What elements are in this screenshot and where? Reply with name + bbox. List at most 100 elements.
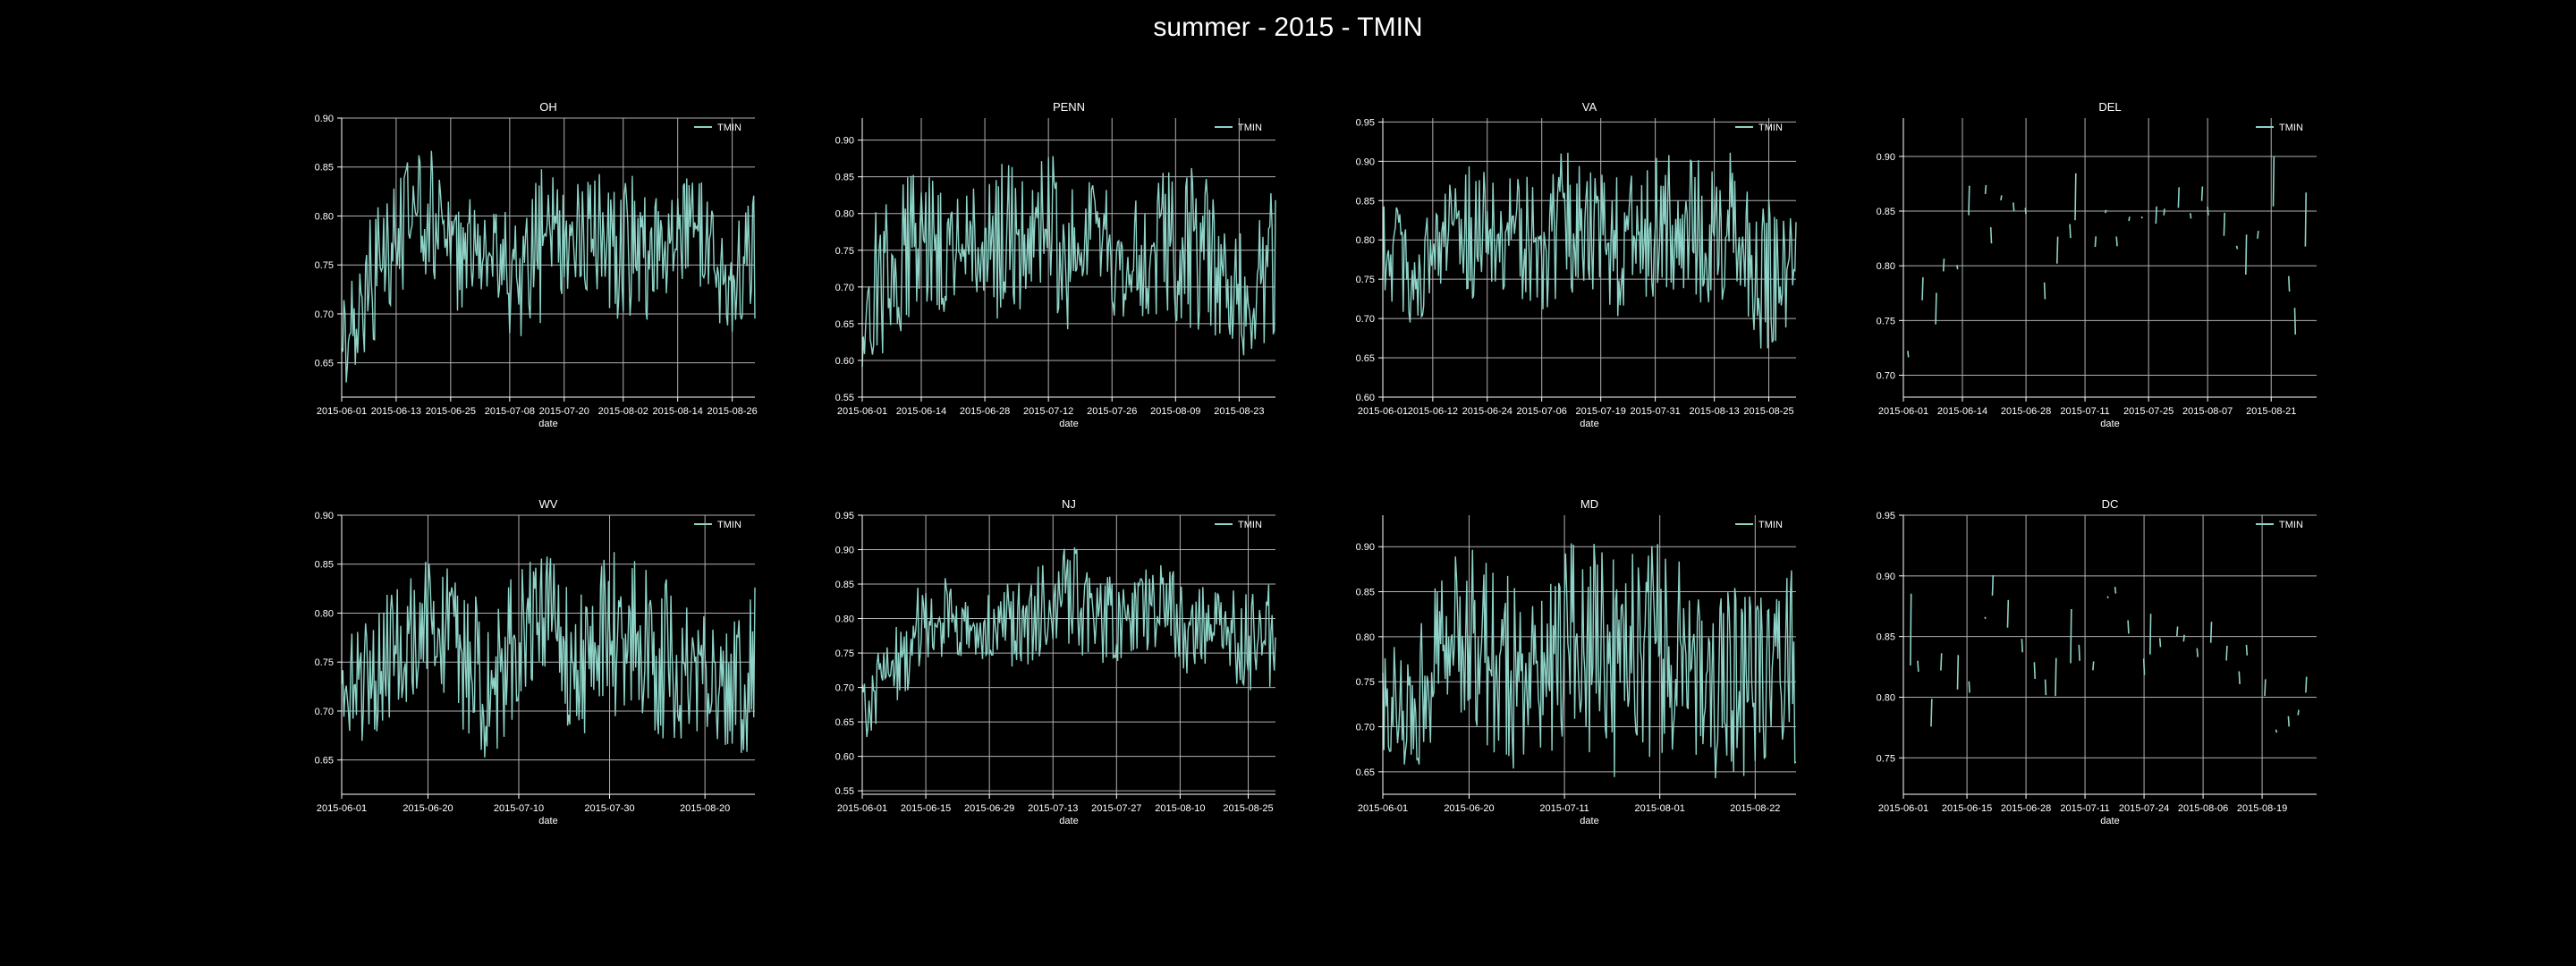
x-tick-label: 2015-07-13 (1028, 803, 1078, 814)
x-tick-label: 2015-07-19 (1576, 406, 1626, 417)
x-axis-label: date (2100, 419, 2119, 429)
y-tick-label: 0.80 (315, 211, 334, 222)
panel-oh: 0.65 0.70 0.75 0.80 0.85 0.90 2015-06-01 2015-0… (315, 100, 758, 429)
y-tick-label: 0.75 (1356, 677, 1375, 688)
panel-title: WV (539, 497, 558, 511)
panel-va: 0.60 0.65 0.70 0.75 0.80 0.85 0.90 0.95 2015-06-… (1356, 100, 1797, 429)
x-tick-label: 2015-06-20 (402, 803, 453, 814)
panel-title: DC (2102, 497, 2119, 511)
y-tick-label: 0.90 (835, 546, 854, 556)
y-tick-label: 0.75 (835, 246, 854, 257)
legend-label: TMIN (717, 123, 741, 133)
series-line-tmin (1910, 575, 2308, 733)
series-line-tmin (341, 150, 756, 383)
y-tick-label: 0.70 (315, 309, 334, 320)
x-tick-label: 2015-08-14 (653, 406, 703, 417)
x-tick-label: 2015-06-14 (896, 406, 946, 417)
legend: TMIN (1215, 520, 1262, 530)
y-tick-label: 0.80 (1877, 692, 1895, 703)
y-tick-label: 0.60 (1356, 393, 1375, 403)
y-tick-label: 0.60 (835, 752, 854, 763)
y-tick-label: 0.55 (835, 393, 854, 403)
panel-title: OH (539, 100, 557, 114)
x-tick-label: 2015-06-01 (317, 803, 367, 814)
x-axis-label: date (538, 419, 557, 429)
y-tick-label: 0.95 (1356, 117, 1375, 128)
x-tick-label: 2015-07-10 (494, 803, 544, 814)
x-tick-label: 2015-06-28 (2001, 803, 2051, 814)
x-tick-label: 2015-07-31 (1630, 406, 1680, 417)
x-tick-label: 2015-06-28 (2001, 406, 2051, 417)
legend-label: TMIN (1758, 520, 1783, 530)
y-tick-label: 0.90 (1356, 542, 1375, 553)
x-tick-label: 2015-08-25 (1743, 406, 1793, 417)
panel-title: MD (1580, 497, 1598, 511)
y-tick-label: 0.75 (315, 260, 334, 271)
y-tick-label: 0.85 (1877, 207, 1895, 217)
figure-title: summer - 2015 - TMIN (1153, 13, 1423, 42)
y-tick-label: 0.70 (1877, 371, 1895, 382)
x-tick-label: 2015-06-25 (426, 406, 476, 417)
x-tick-label: 2015-07-08 (485, 406, 535, 417)
y-tick-label: 0.75 (835, 648, 854, 659)
legend: TMIN (1735, 123, 1783, 133)
x-tick-label: 2015-07-20 (539, 406, 589, 417)
y-tick-label: 0.85 (1356, 196, 1375, 207)
panel-wv: 0.65 0.70 0.75 0.80 0.85 0.90 2015-06-01 2015-0… (315, 497, 756, 826)
y-tick-label: 0.70 (835, 283, 854, 293)
panel-title: NJ (1062, 497, 1076, 511)
y-tick-label: 0.75 (1356, 275, 1375, 285)
y-tick-label: 0.80 (1877, 261, 1895, 272)
y-tick-label: 0.85 (835, 173, 854, 183)
y-tick-label: 0.70 (1356, 723, 1375, 733)
x-tick-label: 2015-07-27 (1091, 803, 1141, 814)
panel-title: DEL (2098, 100, 2121, 114)
x-tick-label: 2015-06-15 (1942, 803, 1992, 814)
series-line-tmin (861, 156, 1276, 368)
legend-label: TMIN (2279, 520, 2303, 530)
x-tick-label: 2015-07-11 (2060, 406, 2109, 417)
y-tick-label: 0.85 (1877, 632, 1895, 643)
y-tick-label: 0.90 (315, 114, 334, 124)
x-tick-label: 2015-06-20 (1444, 803, 1494, 814)
x-tick-label: 2015-06-12 (1408, 406, 1458, 417)
y-tick-label: 0.65 (1356, 353, 1375, 364)
x-axis-label: date (538, 816, 557, 826)
x-tick-label: 2015-06-29 (964, 803, 1014, 814)
legend-label: TMIN (1238, 520, 1262, 530)
x-tick-label: 2015-06-01 (837, 803, 887, 814)
x-tick-label: 2015-08-13 (1689, 406, 1739, 417)
panel-dc: 0.75 0.80 0.85 0.90 0.95 2015-06-01 2015-06-15… (1877, 497, 2317, 826)
y-tick-label: 0.90 (835, 136, 854, 147)
y-tick-label: 0.85 (315, 163, 334, 174)
y-tick-label: 0.85 (315, 560, 334, 571)
legend-label: TMIN (717, 520, 741, 530)
legend: TMIN (694, 520, 741, 530)
y-tick-label: 0.75 (315, 657, 334, 668)
y-tick-label: 0.65 (315, 756, 334, 767)
x-tick-label: 2015-07-25 (2123, 406, 2174, 417)
x-tick-label: 2015-08-20 (680, 803, 730, 814)
y-tick-label: 0.80 (835, 614, 854, 625)
x-tick-label: 2015-07-12 (1023, 406, 1073, 417)
x-axis-label: date (1059, 816, 1078, 826)
legend: TMIN (1735, 520, 1783, 530)
y-tick-label: 0.65 (835, 319, 854, 330)
x-tick-label: 2015-08-10 (1155, 803, 1205, 814)
x-tick-label: 2015-06-13 (371, 406, 421, 417)
x-tick-label: 2015-06-01 (1878, 803, 1928, 814)
x-tick-label: 2015-08-19 (2237, 803, 2287, 814)
x-tick-label: 2015-08-06 (2178, 803, 2228, 814)
x-tick-label: 2015-06-01 (1358, 406, 1408, 417)
y-tick-label: 0.80 (1356, 632, 1375, 643)
legend: TMIN (694, 123, 741, 133)
y-tick-label: 0.75 (1877, 316, 1895, 326)
x-tick-label: 2015-08-07 (2182, 406, 2233, 417)
x-tick-label: 2015-08-21 (2246, 406, 2296, 417)
y-tick-label: 0.90 (1877, 152, 1895, 163)
legend-label: TMIN (2279, 123, 2303, 133)
y-tick-label: 0.65 (1356, 767, 1375, 778)
y-tick-label: 0.80 (835, 209, 854, 220)
y-tick-label: 0.70 (835, 683, 854, 694)
y-tick-label: 0.90 (315, 511, 334, 521)
